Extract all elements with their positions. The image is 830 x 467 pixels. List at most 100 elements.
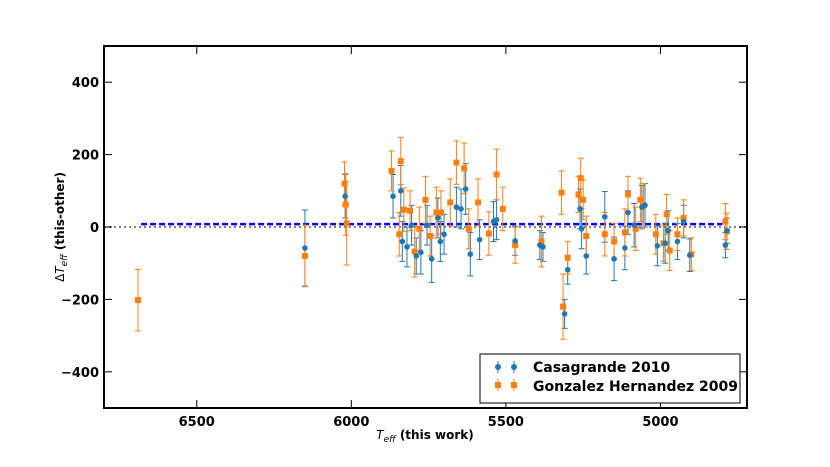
data-point-casagrande (642, 202, 648, 209)
data-point-casagrande (413, 253, 420, 259)
data-point-gonzalez (465, 225, 472, 232)
y-axis-ticks: −400 −200 0 200 400 (61, 76, 747, 381)
data-point-casagrande (578, 226, 585, 232)
data-point-gonzalez (583, 233, 590, 240)
data-point-casagrande (493, 216, 500, 223)
data-point-casagrande (625, 209, 631, 216)
data-point-casagrande (665, 227, 671, 234)
data-point-casagrande (724, 227, 730, 234)
data-point-gonzalez (601, 231, 608, 238)
legend-label-gonzalez: Gonzalez Hernandez 2009 (533, 379, 738, 395)
data-point-gonzalez (475, 199, 482, 206)
data-point-gonzalez (301, 252, 308, 259)
data-point-gonzalez (416, 225, 423, 232)
data-point-casagrande (687, 252, 693, 259)
data-point-casagrande (418, 249, 424, 256)
data-point-casagrande (435, 215, 441, 221)
data-point-casagrande (512, 237, 518, 244)
y-tick-label: −400 (61, 366, 99, 381)
data-point-gonzalez (564, 254, 571, 261)
x-tick-label: 6500 (179, 415, 215, 430)
data-point-casagrande (399, 238, 406, 245)
data-point-casagrande (462, 186, 469, 192)
data-point-casagrande (428, 256, 435, 262)
data-point-gonzalez (560, 303, 567, 310)
data-point-gonzalez (433, 209, 440, 216)
y-tick-label: 400 (72, 76, 99, 91)
legend: Casagrande 2010 Gonzalez Hernandez 2009 (479, 353, 741, 404)
y-axis-label: ΔTeff (this-other) (53, 172, 70, 282)
data-point-casagrande (662, 240, 668, 247)
data-point-gonzalez (652, 231, 659, 238)
data-point-gonzalez (437, 209, 444, 216)
data-point-casagrande (654, 243, 661, 249)
data-point-casagrande (467, 251, 474, 257)
data-point-casagrande (302, 245, 308, 251)
x-tick-label: 5000 (642, 415, 678, 430)
data-point-gonzalez (621, 229, 628, 236)
data-point-gonzalez (400, 206, 407, 213)
data-point-gonzalez (637, 196, 644, 203)
data-point-gonzalez (611, 238, 618, 245)
data-point-casagrande (342, 193, 348, 200)
data-markers (135, 158, 730, 317)
data-point-gonzalez (396, 231, 403, 238)
data-point-gonzalez (666, 247, 673, 254)
data-point-casagrande (631, 222, 637, 228)
data-point-gonzalez (499, 205, 506, 212)
x-tick-label: 6000 (333, 415, 369, 430)
data-point-gonzalez (422, 196, 429, 203)
data-point-casagrande (564, 266, 571, 273)
data-point-gonzalez (427, 233, 434, 240)
data-point-casagrande (424, 222, 430, 228)
data-point-gonzalez (538, 238, 545, 245)
data-point-casagrande (476, 236, 483, 243)
data-point-gonzalez (558, 189, 565, 196)
legend-label-casagrande: Casagrande 2010 (533, 360, 670, 376)
data-point-gonzalez (485, 230, 492, 237)
data-point-casagrande (601, 214, 608, 220)
data-point-casagrande (441, 231, 447, 238)
y-tick-label: 0 (90, 221, 99, 236)
x-axis-label: Teff (this work) (376, 428, 473, 445)
data-point-gonzalez (577, 175, 584, 182)
data-point-casagrande (390, 193, 396, 200)
data-point-gonzalez (447, 199, 454, 206)
data-point-casagrande (540, 244, 546, 250)
data-point-casagrande (722, 242, 729, 248)
data-point-casagrande (408, 222, 415, 228)
data-point-gonzalez (461, 165, 468, 172)
data-point-gonzalez (624, 191, 631, 198)
data-point-casagrande (622, 245, 628, 251)
data-point-gonzalez (663, 211, 670, 218)
data-point-gonzalez (135, 297, 142, 304)
data-point-casagrande (453, 204, 460, 210)
data-point-gonzalez (388, 167, 395, 174)
data-point-casagrande (583, 253, 590, 259)
data-point-casagrande (680, 218, 687, 225)
data-point-gonzalez (575, 191, 582, 198)
data-point-gonzalez (453, 159, 460, 166)
data-point-casagrande (561, 311, 568, 317)
data-point-casagrande (404, 244, 410, 250)
data-point-gonzalez (411, 248, 418, 255)
data-point-casagrande (577, 206, 583, 212)
data-point-gonzalez (493, 171, 500, 178)
data-point-casagrande (458, 206, 464, 212)
data-point-gonzalez (632, 225, 639, 232)
legend-marker-gonzalez (495, 379, 517, 391)
data-point-casagrande (674, 238, 681, 245)
legend-box (479, 353, 741, 404)
data-point-gonzalez (407, 207, 414, 214)
data-point-gonzalez (341, 180, 348, 187)
data-point-gonzalez (512, 242, 519, 249)
data-point-gonzalez (343, 220, 350, 227)
x-tick-label: 5500 (488, 415, 524, 430)
data-point-casagrande (611, 256, 617, 262)
data-point-gonzalez (342, 201, 349, 208)
y-tick-label: 200 (72, 149, 99, 164)
x-axis-ticks: 6500 6000 5500 5000 (179, 46, 679, 430)
y-tick-label: −200 (61, 293, 99, 308)
data-point-casagrande (437, 238, 444, 245)
